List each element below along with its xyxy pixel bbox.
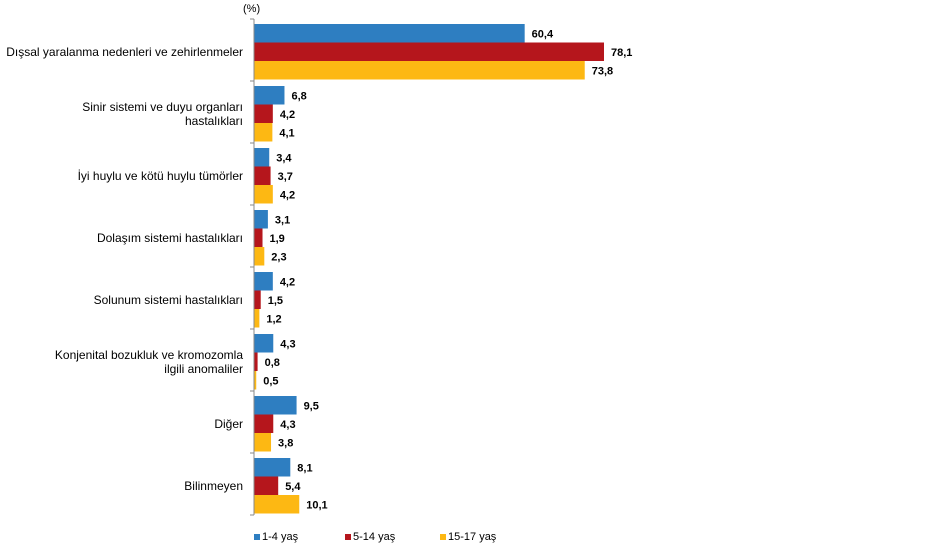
data-label: 6,8 <box>291 90 306 102</box>
category-label-line: hastalıkları <box>185 114 243 128</box>
category-label-line: Dolaşım sistemi hastalıkları <box>97 231 243 245</box>
data-label: 3,8 <box>278 437 293 449</box>
category-label-line: İyi huylu ve kötü huylu tümörler <box>78 169 243 183</box>
data-label: 78,1 <box>611 47 632 59</box>
bar <box>254 414 274 433</box>
data-label: 3,4 <box>276 152 292 164</box>
category-label: İyi huylu ve kötü huylu tümörler <box>78 169 243 183</box>
value-labels: 60,4 78,1 73,8 6,8 4,2 4,1 3,4 3,7 4,2 3,1 1,9 2,3 4… <box>263 28 632 511</box>
legend-label: 1-4 yaş <box>262 531 299 543</box>
category-label: Konjenital bozukluk ve kromozomla ilgili … <box>55 348 243 376</box>
data-label: 5,4 <box>285 481 301 493</box>
category-label-line: Sinir sistemi ve duyu organları <box>82 100 243 114</box>
bar <box>254 352 258 371</box>
data-label: 4,1 <box>279 127 294 139</box>
axis-ticks <box>250 18 254 516</box>
bar <box>254 476 279 495</box>
bar <box>254 166 271 185</box>
data-label: 0,8 <box>265 357 280 369</box>
data-label: 4,2 <box>280 189 295 201</box>
legend: 1-4 yaş 5-14 yaş 15-17 yaş <box>254 531 497 543</box>
bar <box>254 495 300 514</box>
bar <box>254 228 263 247</box>
category-label: Solunum sistemi hastalıkları <box>94 293 243 307</box>
bar <box>254 123 273 142</box>
data-label: 1,5 <box>268 295 283 307</box>
bar <box>254 104 273 123</box>
category-label-line: Konjenital bozukluk ve kromozomla <box>55 348 243 362</box>
bar <box>254 24 525 43</box>
bar <box>254 61 585 80</box>
data-label: 10,1 <box>306 499 327 511</box>
data-label: 9,5 <box>304 400 319 412</box>
bar <box>254 371 257 390</box>
bar <box>254 309 260 328</box>
category-label: Bilinmeyen <box>184 479 243 493</box>
legend-label: 5-14 yaş <box>353 531 396 543</box>
bar <box>254 334 274 353</box>
legend-swatch <box>254 534 260 540</box>
category-label: Dışsal yaralanma nedenleri ve zehirlenme… <box>6 45 243 59</box>
category-label-line: Dışsal yaralanma nedenleri ve zehirlenme… <box>6 45 243 59</box>
category-label: Diğer <box>214 417 243 431</box>
category-label: Dolaşım sistemi hastalıkları <box>97 231 243 245</box>
category-label-line: ilgili anomaliler <box>164 362 243 376</box>
data-label: 8,1 <box>297 462 312 474</box>
data-label: 4,2 <box>280 276 295 288</box>
category-label: Sinir sistemi ve duyu organları hastalıkl… <box>82 100 243 128</box>
bar <box>254 290 261 309</box>
legend-swatch <box>345 534 351 540</box>
category-labels: Dışsal yaralanma nedenleri ve zehirlenme… <box>6 45 243 493</box>
category-label-line: Bilinmeyen <box>184 479 243 493</box>
bar <box>254 272 273 291</box>
data-label: 60,4 <box>532 28 554 40</box>
category-label-line: Diğer <box>214 417 243 431</box>
data-label: 2,3 <box>271 251 286 263</box>
category-label-line: Solunum sistemi hastalıkları <box>94 293 243 307</box>
data-label: 4,2 <box>280 109 295 121</box>
data-label: 1,2 <box>266 313 281 325</box>
data-label: 3,1 <box>275 214 290 226</box>
data-label: 4,3 <box>280 338 295 350</box>
bar <box>254 210 268 229</box>
data-label: 73,8 <box>592 65 613 77</box>
data-label: 1,9 <box>270 233 285 245</box>
bar <box>254 86 285 105</box>
legend-swatch <box>440 534 446 540</box>
bar <box>254 396 297 415</box>
data-label: 3,7 <box>278 171 293 183</box>
bar <box>254 148 270 167</box>
bar <box>254 42 604 61</box>
bar <box>254 458 291 477</box>
unit-label: (%) <box>243 3 260 15</box>
legend-label: 15-17 yaş <box>448 531 497 543</box>
data-label: 0,5 <box>263 375 278 387</box>
bars <box>254 24 604 514</box>
bar <box>254 433 272 452</box>
bar <box>254 247 265 266</box>
data-label: 4,3 <box>280 419 295 431</box>
bar <box>254 185 273 204</box>
